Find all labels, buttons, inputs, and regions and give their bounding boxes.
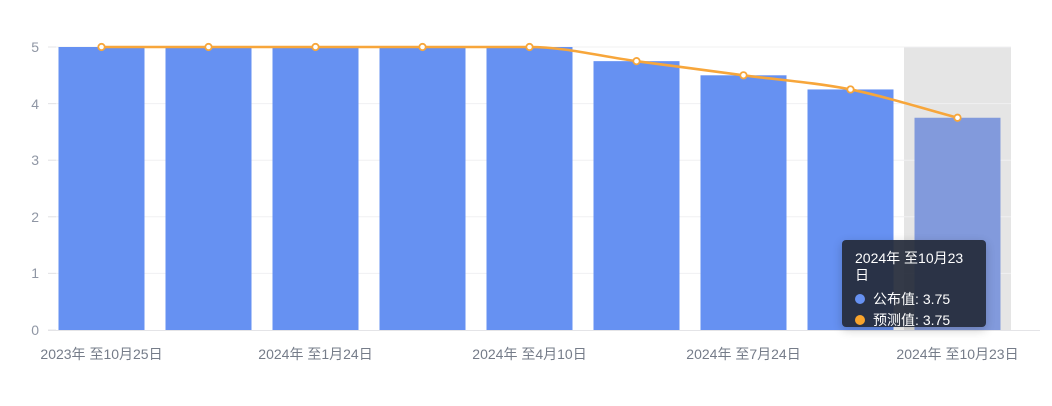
line-marker-icon	[739, 71, 748, 80]
line-marker-icon	[418, 42, 427, 52]
x-axis-label: 2024年 至4月10日	[472, 346, 587, 362]
bar-公布值[interactable]	[58, 47, 145, 330]
bar-公布值[interactable]	[379, 47, 466, 330]
tooltip-row-label: 预测值:	[873, 312, 919, 328]
bar-公布值[interactable]	[486, 47, 573, 330]
y-axis-label: 5	[31, 39, 39, 55]
forecast-series-dot-icon	[855, 315, 865, 325]
chart-tooltip: 2024年 至10月23日 公布值: 3.75 预测值: 3.75	[842, 240, 986, 328]
tooltip-row-label: 公布值:	[873, 291, 919, 307]
tooltip-row-published: 公布值: 3.75	[855, 291, 973, 307]
line-marker-icon	[632, 57, 641, 66]
y-axis: 0 1 2 3 4 5	[0, 0, 40, 340]
bar-公布值[interactable]	[165, 47, 252, 330]
bar-公布值[interactable]	[272, 47, 359, 330]
y-axis-label: 3	[31, 152, 39, 169]
bar-公布值[interactable]	[593, 61, 680, 331]
y-axis-label: 1	[31, 265, 39, 282]
x-axis-label: 2023年 至10月25日	[40, 346, 163, 362]
tooltip-row-forecast: 预测值: 3.75	[855, 312, 973, 328]
line-marker-icon	[953, 113, 962, 122]
y-axis-label: 0	[31, 322, 39, 338]
tooltip-title: 2024年 至10月23日	[855, 250, 964, 283]
x-axis-label: 2024年 至1月24日	[258, 346, 373, 362]
line-marker-icon	[97, 42, 106, 52]
line-marker-icon	[525, 42, 534, 52]
x-axis-label: 2024年 至7月24日	[686, 346, 801, 362]
x-axis: 2023年 至10月25日 2024年 至1月24日 2024年 至4月10日 202…	[0, 346, 1052, 366]
x-axis-label: 2024年 至10月23日	[896, 346, 1019, 362]
line-marker-icon	[846, 85, 855, 94]
line-marker-icon	[311, 42, 320, 52]
line-marker-icon	[204, 42, 213, 52]
bar-公布值[interactable]	[700, 75, 787, 330]
tooltip-row-value: 3.75	[922, 312, 951, 328]
y-axis-label: 4	[31, 95, 39, 112]
y-axis-label: 2	[31, 208, 39, 225]
tooltip-row-value: 3.75	[922, 291, 951, 307]
published-series-dot-icon	[855, 294, 865, 304]
